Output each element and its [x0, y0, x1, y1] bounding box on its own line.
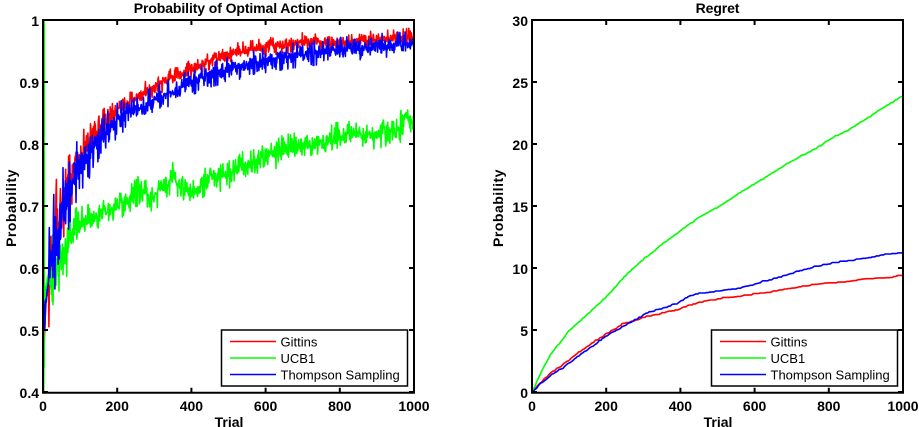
svg-text:1: 1 — [31, 13, 39, 29]
svg-text:Regret: Regret — [696, 0, 740, 16]
svg-text:10: 10 — [512, 261, 528, 277]
svg-text:0.5: 0.5 — [20, 323, 40, 339]
svg-text:5: 5 — [520, 323, 528, 339]
svg-text:Probability: Probability — [3, 169, 19, 247]
svg-text:800: 800 — [328, 398, 352, 414]
svg-text:Probability: Probability — [490, 169, 506, 247]
svg-text:UCB1: UCB1 — [281, 351, 316, 366]
svg-text:400: 400 — [180, 398, 204, 414]
svg-text:0.7: 0.7 — [20, 199, 40, 215]
svg-text:200: 200 — [595, 398, 619, 414]
svg-text:800: 800 — [817, 398, 841, 414]
svg-text:UCB1: UCB1 — [771, 351, 806, 366]
svg-text:600: 600 — [254, 398, 278, 414]
svg-text:0: 0 — [39, 398, 47, 414]
svg-text:Gittins: Gittins — [771, 335, 808, 350]
svg-text:400: 400 — [669, 398, 693, 414]
svg-text:Trial: Trial — [215, 414, 244, 427]
svg-text:0: 0 — [528, 398, 536, 414]
svg-text:Probability of Optimal Action: Probability of Optimal Action — [134, 0, 323, 16]
svg-text:0: 0 — [520, 385, 528, 401]
svg-text:0.9: 0.9 — [20, 75, 40, 91]
svg-text:0.6: 0.6 — [20, 261, 40, 277]
svg-text:15: 15 — [512, 199, 528, 215]
svg-text:Thompson Sampling: Thompson Sampling — [771, 368, 890, 383]
svg-text:20: 20 — [512, 137, 528, 153]
svg-text:1000: 1000 — [398, 398, 429, 414]
svg-text:25: 25 — [512, 75, 528, 91]
svg-text:Trial: Trial — [704, 414, 733, 427]
svg-text:Thompson Sampling: Thompson Sampling — [281, 368, 400, 383]
svg-text:30: 30 — [512, 13, 528, 29]
svg-text:0.4: 0.4 — [20, 385, 40, 401]
svg-text:0.8: 0.8 — [20, 137, 40, 153]
svg-text:200: 200 — [106, 398, 130, 414]
svg-text:1000: 1000 — [887, 398, 918, 414]
svg-text:600: 600 — [743, 398, 767, 414]
svg-text:Gittins: Gittins — [281, 335, 318, 350]
